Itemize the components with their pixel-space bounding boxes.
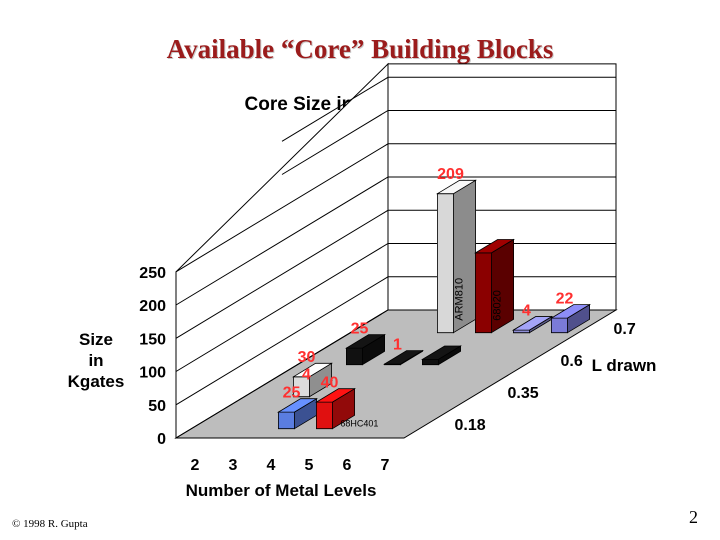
gridline <box>281 110 616 175</box>
bar <box>276 397 319 430</box>
bar-top <box>473 239 516 254</box>
gridline <box>175 309 616 439</box>
z-axis-label: L drawn <box>592 356 657 375</box>
bar-top <box>276 398 319 413</box>
value-label: 4 <box>302 366 311 383</box>
bar-top <box>549 304 592 319</box>
y-axis-label-line-3: Kgates <box>68 372 125 391</box>
y-axis-ticks: 0 50 100 150 200 250 <box>139 265 166 448</box>
bar-top <box>344 334 387 349</box>
bar <box>435 179 478 334</box>
bar <box>314 387 357 430</box>
bar-front <box>315 401 333 430</box>
z-tick-label: 0.18 <box>455 417 486 434</box>
x-tick-label: 5 <box>305 457 314 474</box>
x-tick-label: 4 <box>267 457 276 474</box>
y-tick-label: 0 <box>157 431 166 448</box>
x-tick-label: 2 <box>191 457 200 474</box>
gridline <box>281 76 616 142</box>
y-tick-label: 50 <box>148 398 166 415</box>
bar-front <box>277 411 295 430</box>
page-number: 2 <box>689 507 698 527</box>
footer-copyright: © 1998 R. Gupta <box>12 518 88 530</box>
z-tick-label: 0.6 <box>561 353 583 370</box>
x-tick-label: 3 <box>229 457 238 474</box>
bar-front <box>345 347 363 366</box>
bar <box>382 349 425 366</box>
bar-top <box>511 316 554 331</box>
slide-title: Available “Core” Building Blocks <box>166 34 554 64</box>
y-tick-label: 250 <box>139 265 166 282</box>
bar-front <box>551 317 568 334</box>
value-label: 25 <box>351 320 369 337</box>
value-label: 22 <box>556 290 574 307</box>
x-tick-label: 7 <box>381 457 390 474</box>
value-label: 25 <box>283 384 301 401</box>
gridline <box>175 276 616 406</box>
chart-name-labels: ARM810 68020 68HC401 <box>340 278 503 429</box>
bar-top <box>382 350 425 365</box>
value-label: 4 <box>522 302 531 319</box>
bar-top <box>314 388 357 403</box>
gridline <box>175 143 616 273</box>
y-axis-label-line-1: Size <box>79 330 113 349</box>
z-tick-label: 0.7 <box>614 321 636 338</box>
bar-top <box>435 179 478 195</box>
chart-gridlines <box>175 76 616 439</box>
series-name-label: 68HC401 <box>340 419 378 429</box>
value-label: 30 <box>298 349 316 366</box>
bar <box>473 238 516 334</box>
x-axis-label: Number of Metal Levels <box>186 481 377 500</box>
bar <box>549 303 592 334</box>
bar-front <box>436 193 454 334</box>
value-label: 1 <box>393 336 402 353</box>
x-tick-label: 6 <box>343 457 352 474</box>
bar <box>344 333 387 366</box>
value-label: 40 <box>321 374 339 391</box>
bar-front <box>474 252 492 334</box>
y-tick-label: 200 <box>139 298 166 315</box>
y-axis-label-line-2: in <box>88 351 103 370</box>
z-axis-ticks: 0.18 0.35 0.6 0.7 <box>455 321 636 434</box>
bar <box>420 345 463 366</box>
bar-top <box>291 362 334 378</box>
y-tick-label: 100 <box>139 365 166 382</box>
y-axis-label: Size in Kgates <box>68 330 125 391</box>
bar-front <box>421 358 439 366</box>
gridline <box>175 209 616 339</box>
gridline <box>175 176 616 306</box>
value-label: 209 <box>437 166 464 183</box>
bar <box>291 362 334 398</box>
chart-bars <box>276 179 592 430</box>
bar <box>511 315 554 334</box>
z-tick-label: 0.35 <box>508 385 539 402</box>
series-name-label: ARM810 <box>453 278 465 321</box>
series-name-label: 68020 <box>491 290 503 321</box>
gridline <box>175 243 616 372</box>
x-axis-ticks: 2 3 4 5 6 7 <box>191 457 390 474</box>
y-tick-label: 150 <box>139 331 166 348</box>
bar-top <box>420 345 463 360</box>
